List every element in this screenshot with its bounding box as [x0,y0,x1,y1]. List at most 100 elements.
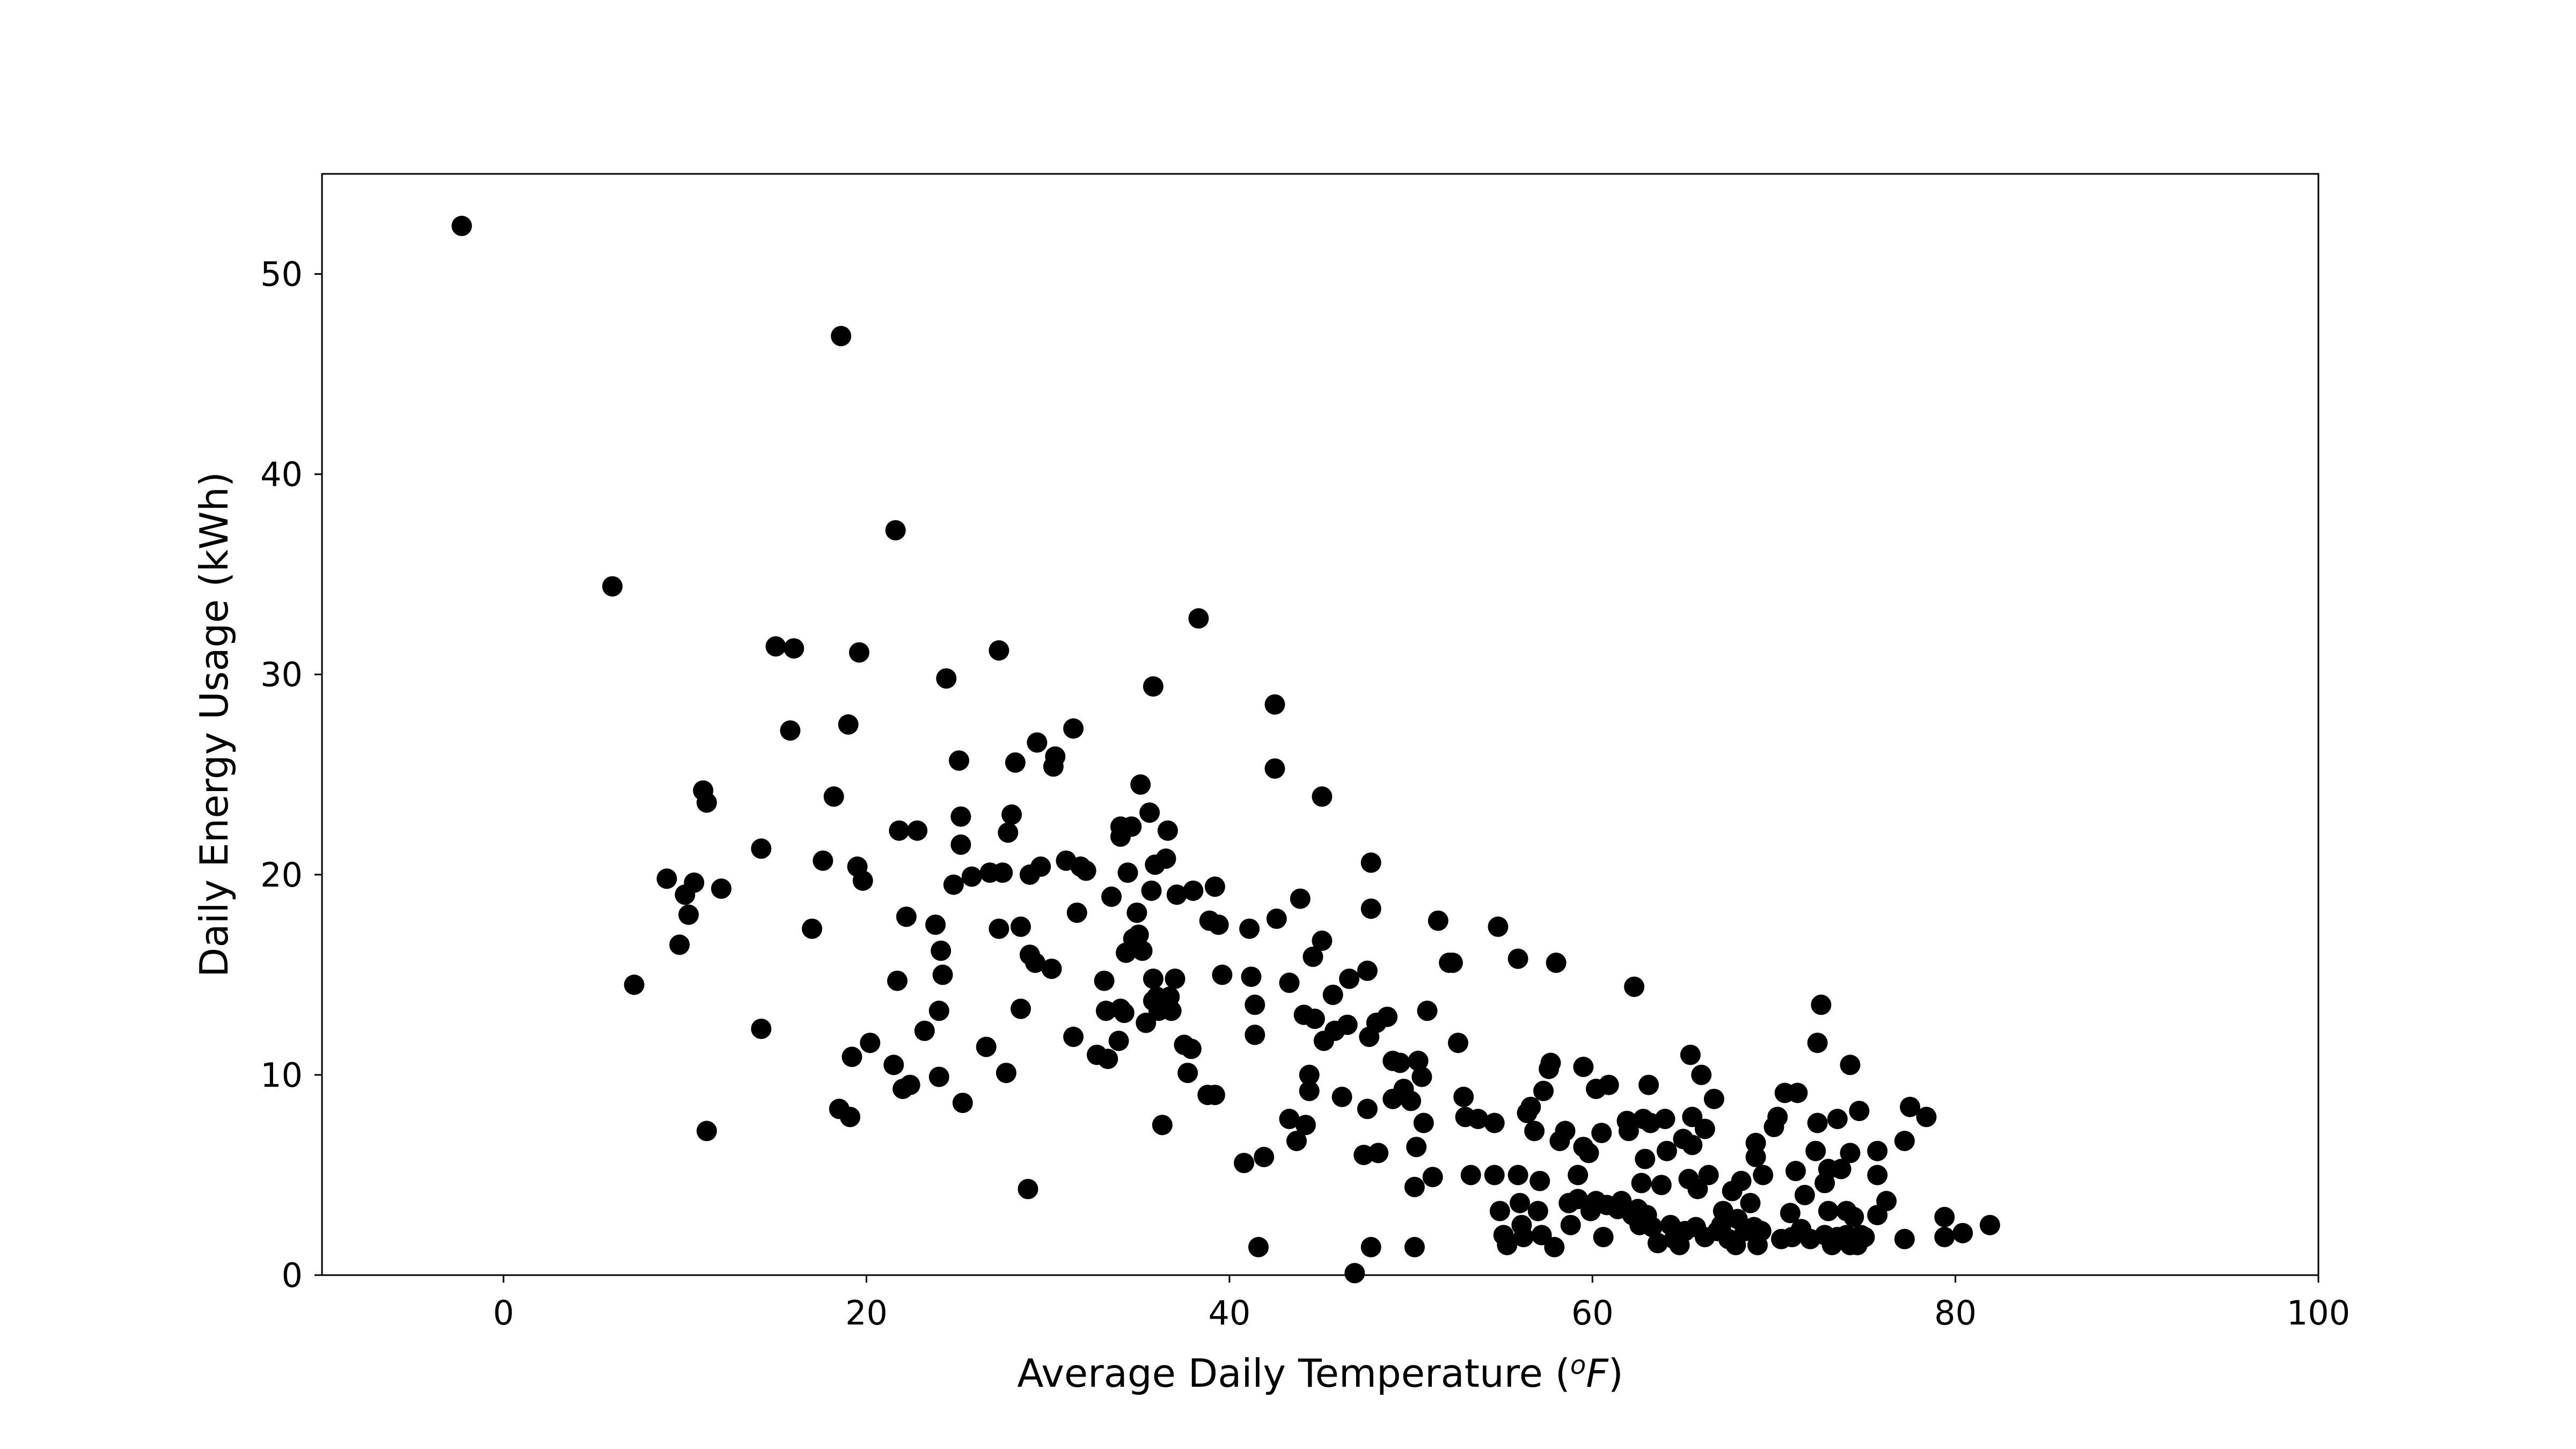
y-tick-label: 0 [282,1256,303,1295]
data-point [1468,1109,1489,1129]
data-point [1533,1080,1554,1101]
data-point [669,934,690,955]
data-point [1811,994,1832,1015]
data-point [696,1121,717,1141]
data-point [823,786,844,807]
data-point [1166,884,1187,905]
data-point [696,792,717,813]
data-point [936,668,957,689]
data-point [1568,1165,1589,1185]
data-point [1488,916,1509,937]
data-point [1807,1113,1828,1133]
data-point [1302,946,1323,967]
data-point [678,904,699,925]
data-point [1691,1064,1712,1085]
data-point [1027,732,1048,753]
data-point [1130,774,1151,795]
data-point [1041,958,1062,979]
data-point [1952,1223,1973,1243]
data-point [899,1074,920,1095]
data-point [1101,886,1122,907]
data-point [1497,1235,1518,1255]
data-point [961,866,982,887]
data-point [1578,1143,1599,1163]
data-point [1745,1132,1766,1153]
data-point [992,862,1013,883]
data-point [1389,1052,1410,1073]
data-point [838,714,859,735]
data-point [1204,876,1225,897]
data-point [1075,860,1096,881]
data-point [1979,1214,2000,1235]
data-point [1141,880,1162,901]
data-point [1143,968,1163,989]
data-point [1611,1191,1632,1211]
data-point [1787,1082,1808,1103]
data-point [1753,1165,1774,1185]
data-point [602,576,623,597]
data-point [1513,1227,1534,1248]
data-point [751,1019,772,1040]
data-point [1484,1165,1505,1185]
data-point [885,520,906,541]
data-point [1843,1206,1864,1227]
data-point [1593,1227,1614,1248]
data-point [1840,1143,1861,1163]
data-point [1694,1118,1715,1139]
data-point [1807,1033,1828,1053]
data-point [1546,953,1567,973]
data-point [1428,910,1448,931]
data-point [1339,968,1360,989]
data-point [1442,953,1463,973]
data-point [1698,1165,1719,1185]
data-point [976,1036,997,1057]
data-point [1234,1153,1254,1174]
data-point [1453,1086,1474,1107]
x-tick-label: 80 [1934,1293,1977,1333]
data-point [1573,1057,1594,1077]
data-point [1867,1140,1888,1161]
data-point [1005,752,1026,773]
data-point [1656,1140,1677,1161]
data-point [1063,1027,1084,1047]
data-point [1279,1109,1300,1129]
data-point [1404,1176,1425,1197]
data-point [1360,852,1381,873]
data-point [1299,1080,1320,1101]
data-point [883,1055,904,1075]
data-point [813,850,833,871]
data-point [860,1033,881,1053]
data-point [932,964,953,985]
data-point [1827,1109,1848,1129]
data-point [1894,1131,1915,1151]
data-point [624,975,645,995]
data-point [852,870,873,891]
data-point [1682,1107,1703,1128]
data-point [1360,1236,1381,1257]
data-point [1025,953,1046,973]
data-point [1266,908,1287,929]
data-point [1299,1064,1320,1085]
data-point [831,326,852,347]
data-point [1785,1161,1806,1181]
data-point [1900,1096,1921,1117]
data-point [925,914,946,935]
y-tick-label: 30 [260,655,303,694]
x-tick-label: 20 [845,1293,888,1333]
data-point [1030,856,1051,877]
points-layer [451,216,2000,1284]
data-point [1489,1201,1510,1221]
data-point [1114,1002,1135,1023]
data-point [928,1066,949,1087]
data-point [1651,1175,1672,1196]
y-tick-label: 50 [260,255,303,294]
data-point [1867,1165,1888,1185]
data-point [1165,968,1185,989]
data-point [751,838,772,859]
data-point [1642,1217,1663,1238]
data-point [1157,820,1178,841]
data-point [1520,1096,1541,1117]
data-point [780,720,801,741]
data-point [1344,1263,1365,1284]
